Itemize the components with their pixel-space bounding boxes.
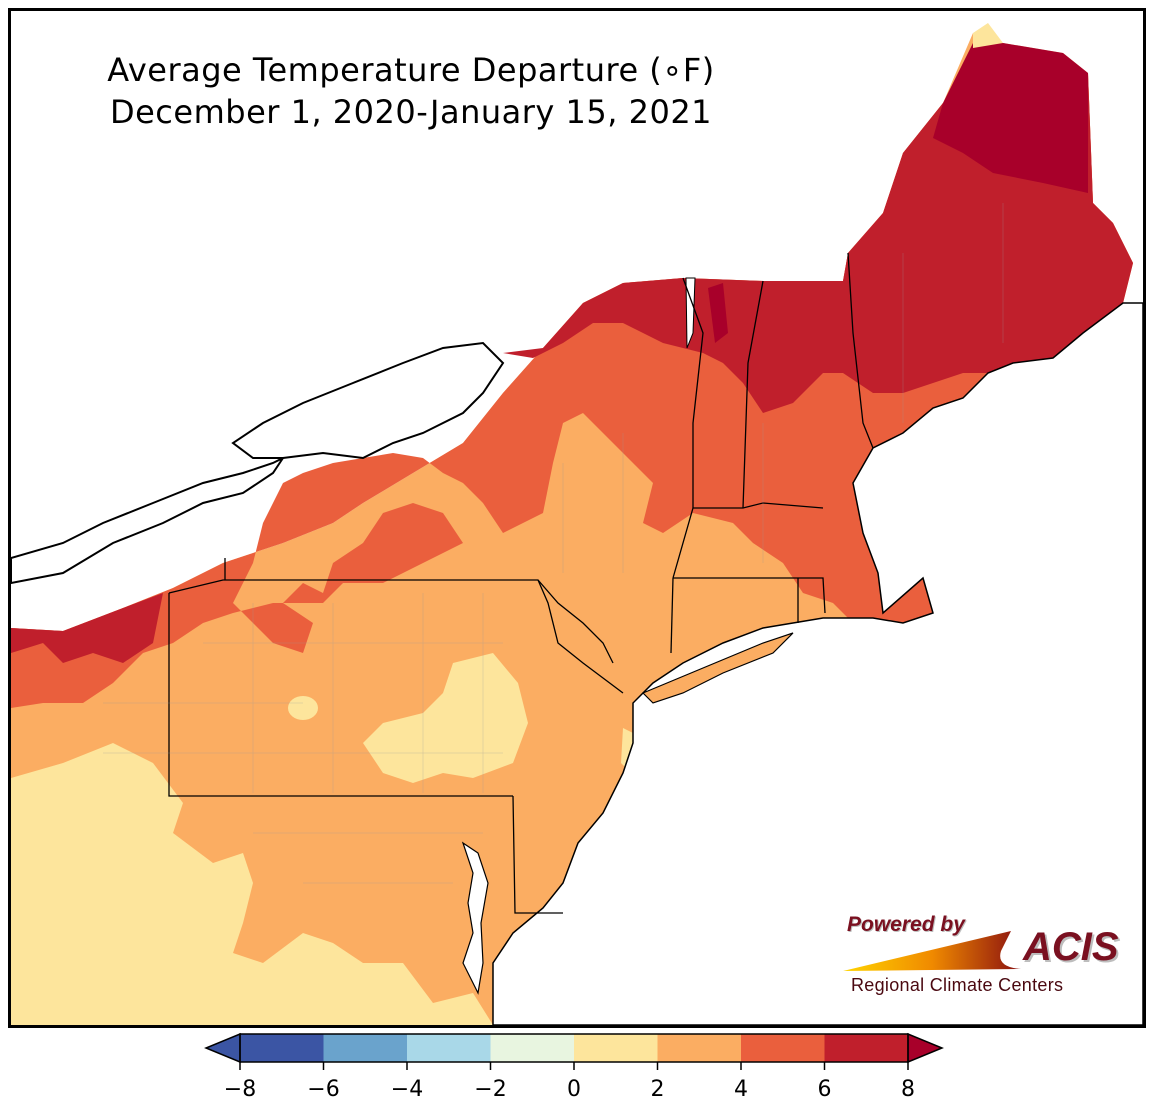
lake-champlain [685,277,696,349]
region-0-2F-spot [288,696,318,720]
temperature-departure-map [11,23,1143,1025]
chesapeake-bay [461,841,489,995]
map-title-line-2: December 1, 2020-January 15, 2021 [109,93,713,131]
map-title-line-1: Average Temperature Departure (∘F) [107,51,715,89]
region-6-8F-west [11,593,163,663]
legend-tick-label: −4 [391,1077,423,1102]
acis-logo: Powered by ACIS Regional Climate Centers [841,911,1121,1006]
ocean [492,302,1143,1025]
legend-bin [657,1034,741,1062]
logo-powered-by: Powered by [847,913,965,936]
legend-bin [824,1034,908,1062]
legend-bin [240,1034,324,1062]
legend-tick-label: 8 [901,1077,915,1102]
region-4-6F [11,73,1133,708]
legend-bin [741,1034,825,1062]
legend-over-arrow [907,1032,944,1064]
legend-tick-label: −6 [307,1077,339,1102]
lake-ontario [231,341,505,460]
legend-tick-label: −2 [474,1077,506,1102]
region-over-8F [933,43,1088,193]
legend-bin [407,1034,491,1062]
county-lines [103,203,1004,884]
legend-under-arrow [204,1032,241,1064]
legend-tick-label: −8 [224,1077,256,1102]
legend-bin [323,1034,407,1062]
legend-tick-label: 6 [818,1077,832,1102]
region-0-2F-pa [363,653,528,783]
region-over-8F-vt [708,283,728,343]
legend-colorbar: −8 −6 −4 −2 0 2 4 6 8 [204,1032,944,1102]
logo-subtitle: Regional Climate Centers [851,975,1064,995]
long-island [641,632,794,704]
legend-bin [574,1034,658,1062]
region-0-2F-me [973,23,1003,48]
lake-erie [11,455,286,585]
legend-tick-label: 4 [734,1077,748,1102]
legend-tick-label: 0 [567,1077,581,1102]
logo-acis-text: ACIS [1023,925,1119,969]
region-0-2F-west [11,743,493,1025]
legend-bin [490,1034,574,1062]
state-borders [168,252,874,914]
map-frame: Average Temperature Departure (∘F) Decem… [8,8,1146,1028]
legend-tick-label: 2 [651,1077,665,1102]
acis-swoosh-icon [843,931,1021,971]
